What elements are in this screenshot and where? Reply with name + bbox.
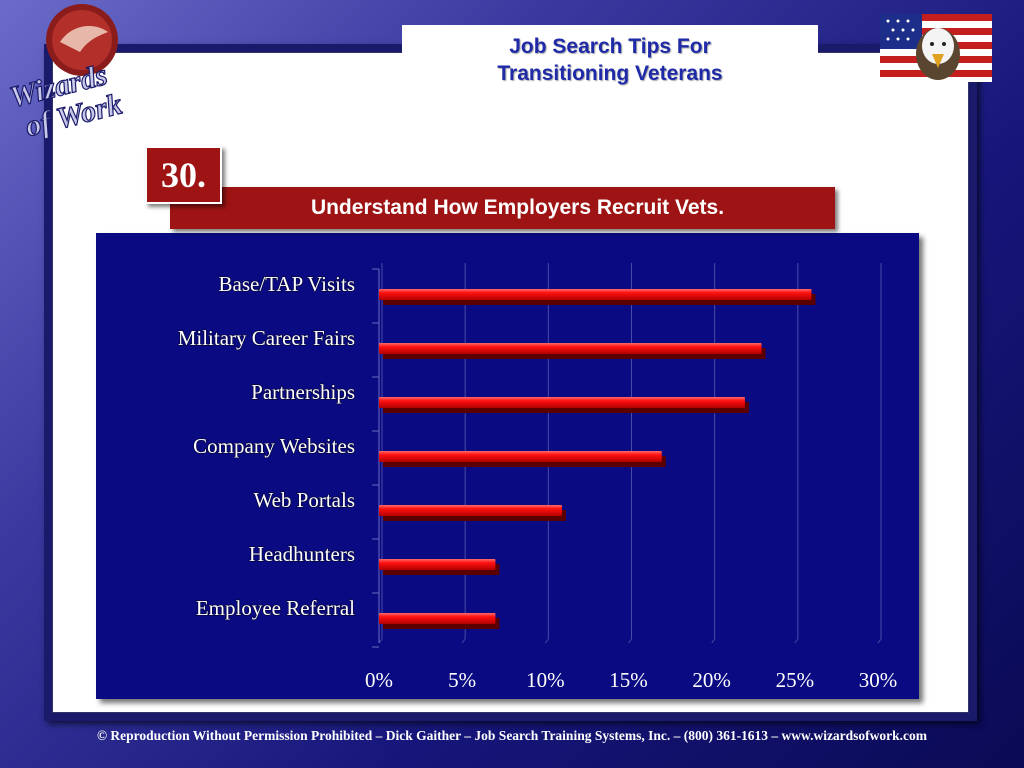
recruitment-bar-chart: Base/TAP Visits Military Career Fairs Part… — [177, 263, 897, 692]
category-label: Web Portals — [253, 488, 355, 512]
x-tick-label: 20% — [692, 668, 731, 692]
title-line-2: Transitioning Veterans — [497, 62, 723, 85]
tip-banner: Understand How Employers Recruit Vets. — [170, 187, 835, 229]
x-tick-label: 10% — [526, 668, 565, 692]
grid-line-foot — [461, 638, 466, 644]
x-tick-labels: 0% 5% 10% 15% 20% 25% 30% — [365, 668, 897, 692]
tip-number-badge: 30. — [145, 146, 222, 204]
grid-line-foot — [711, 638, 716, 644]
grid-line-foot — [628, 638, 632, 644]
chart-panel: Base/TAP Visits Military Career Fairs Part… — [96, 233, 919, 699]
x-tick-label: 30% — [859, 668, 898, 692]
category-label: Base/TAP Visits — [219, 272, 356, 296]
y-axis — [372, 268, 380, 648]
category-label: Partnerships — [251, 380, 355, 404]
slide-title: Job Search Tips For Transitioning Vetera… — [402, 25, 818, 95]
category-label: Employee Referral — [196, 596, 355, 620]
bar — [379, 343, 762, 354]
copyright-footer: © Reproduction Without Permission Prohib… — [96, 728, 928, 743]
x-tick-label: 15% — [609, 668, 648, 692]
category-label: Headhunters — [249, 542, 355, 566]
category-label: Military Career Fairs — [178, 326, 355, 350]
bar — [379, 397, 745, 408]
x-tick-label: 25% — [776, 668, 815, 692]
bars — [379, 289, 816, 629]
x-tick-label: 0% — [365, 668, 393, 692]
category-label: Company Websites — [193, 434, 355, 458]
grid-line-foot — [794, 638, 799, 644]
grid-line-foot — [877, 638, 882, 644]
bar — [379, 613, 496, 624]
bar — [379, 451, 662, 462]
bar — [379, 559, 496, 570]
grid-line-foot — [544, 638, 549, 644]
flag-eagle-icon — [880, 14, 992, 82]
x-tick-label: 5% — [448, 668, 476, 692]
wizards-of-work-logo: Wizards of Work — [6, 4, 126, 144]
category-labels: Base/TAP Visits Military Career Fairs Part… — [177, 271, 356, 621]
title-line-1: Job Search Tips For — [509, 35, 711, 58]
bar — [379, 289, 812, 300]
bar — [379, 505, 562, 516]
